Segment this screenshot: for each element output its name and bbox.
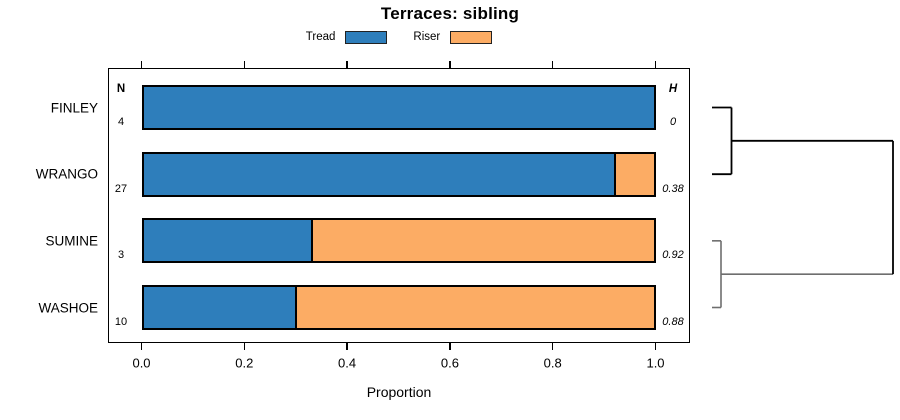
legend: Tread Riser xyxy=(108,28,690,46)
x-axis-tick-top xyxy=(140,61,143,68)
x-axis-tick-label: 0.2 xyxy=(235,355,254,371)
x-axis-tick-top xyxy=(243,61,245,68)
x-axis-tick-label: 0.8 xyxy=(543,355,562,371)
x-axis-tick xyxy=(140,343,143,350)
legend-item-tread: Tread xyxy=(305,30,388,44)
x-axis-tick-label: 0.6 xyxy=(440,355,459,371)
x-axis-tick-top xyxy=(449,61,451,68)
h-value: 0.88 xyxy=(662,316,684,328)
x-axis-tick-label: 1.0 xyxy=(646,355,665,371)
x-axis-tick-top xyxy=(654,61,657,68)
x-axis-tick-top xyxy=(552,61,554,68)
n-value: 10 xyxy=(114,316,128,328)
x-axis-tick xyxy=(552,343,554,350)
bar-segment-tread xyxy=(143,153,616,195)
legend-label-riser: Riser xyxy=(413,31,441,43)
category-label-finley: FINLEY xyxy=(50,100,98,115)
x-axis-tick-label: 0.0 xyxy=(132,355,151,371)
category-label-sumine: SUMINE xyxy=(45,233,98,249)
h-column-header: H xyxy=(668,83,678,95)
legend-swatch-tread-icon xyxy=(345,30,388,44)
bar-washoe xyxy=(141,285,656,330)
h-value: 0.38 xyxy=(662,182,684,195)
category-label-wrango: WRANGO xyxy=(35,166,98,182)
x-axis-tick-label: 0.4 xyxy=(338,355,357,371)
x-axis-tick xyxy=(654,343,657,350)
bar-finley xyxy=(141,85,656,130)
x-axis-tick xyxy=(346,343,348,350)
n-value: 3 xyxy=(117,249,125,262)
chart-title: Terraces: sibling xyxy=(380,4,520,23)
bar-sumine xyxy=(141,218,656,264)
n-value: 4 xyxy=(117,116,125,128)
bar-segment-tread xyxy=(143,220,314,262)
x-axis-title: Proportion xyxy=(366,384,432,400)
legend-item-riser: Riser xyxy=(413,30,493,44)
bar-wrango xyxy=(141,151,656,197)
category-label-washoe: WASHOE xyxy=(38,300,98,315)
n-column-header: N xyxy=(116,83,126,95)
n-value: 27 xyxy=(114,182,128,195)
x-axis-tick xyxy=(449,343,451,350)
legend-swatch-riser-icon xyxy=(450,30,493,44)
x-axis-tick-top xyxy=(346,61,348,68)
legend-label-tread: Tread xyxy=(305,31,336,43)
h-value: 0 xyxy=(669,116,677,128)
x-axis-tick xyxy=(243,343,245,350)
bar-segment-tread xyxy=(143,287,297,328)
bar-segment-tread xyxy=(143,87,654,128)
h-value: 0.92 xyxy=(662,249,684,262)
